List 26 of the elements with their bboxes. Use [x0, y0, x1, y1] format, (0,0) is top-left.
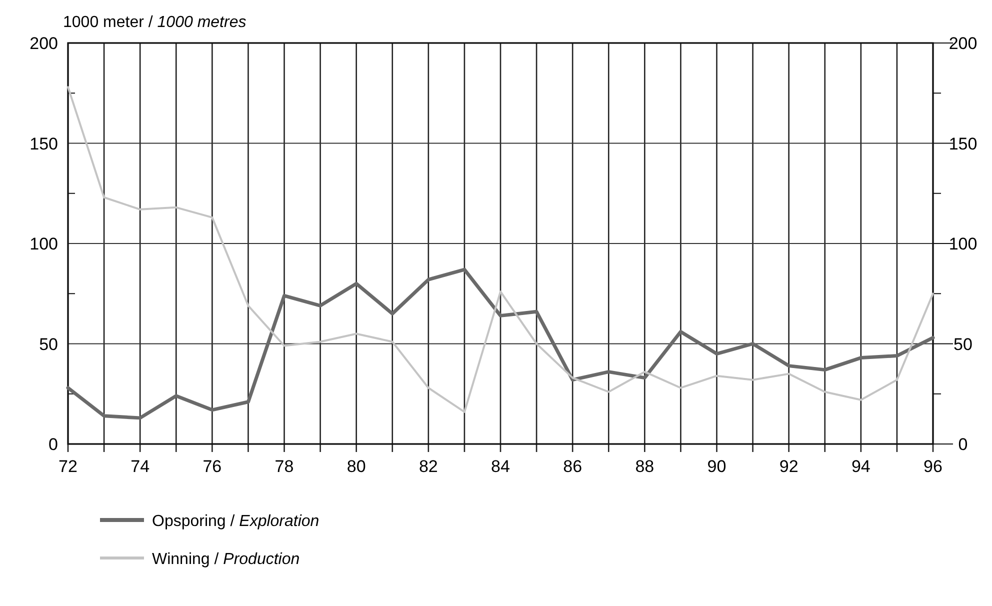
- y2-tick-label: 0: [958, 435, 968, 454]
- x-tick-label: 94: [851, 457, 870, 476]
- y-tick-label: 100: [30, 234, 58, 254]
- x-tick-label: 90: [707, 457, 726, 476]
- y-axis-title: 1000 meter / 1000 metres: [63, 14, 246, 31]
- y2-tick-label: 150: [948, 134, 978, 154]
- y-tick-label: 150: [30, 134, 58, 154]
- y-tick-label: 200: [30, 34, 58, 53]
- x-tick-label: 92: [779, 457, 798, 476]
- legend-label: Opsporing / Exploration: [152, 513, 320, 530]
- y-tick-label: 0: [48, 435, 58, 454]
- x-tick-label: 86: [563, 457, 582, 476]
- x-tick-label: 82: [418, 457, 438, 476]
- y2-tick-label: 100: [948, 234, 978, 254]
- x-tick-label: 80: [346, 457, 366, 476]
- x-tick-label: 88: [635, 457, 654, 476]
- y-tick-label: 50: [39, 334, 58, 354]
- x-tick-label: 84: [491, 457, 510, 476]
- x-tick-label: 96: [924, 457, 942, 476]
- x-tick-label: 76: [202, 457, 222, 476]
- y2-tick-label: 50: [954, 334, 972, 354]
- x-tick-label: 78: [274, 457, 294, 476]
- x-tick-label: 72: [58, 457, 78, 476]
- legend-label: Winning / Production: [152, 551, 300, 568]
- y2-tick-label: 200: [948, 34, 978, 53]
- x-tick-label: 74: [130, 457, 150, 476]
